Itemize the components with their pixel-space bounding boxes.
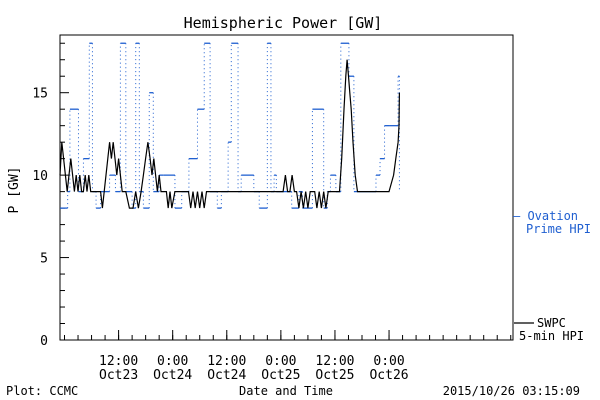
x-tick-label-date: Oct26 <box>369 368 408 383</box>
y-tick-label: 5 <box>40 252 48 267</box>
y-tick-label: 10 <box>32 169 48 184</box>
footer-right: 2015/10/26 03:15:09 <box>443 384 580 398</box>
legend-swpc-line2: 5-min HPI <box>519 329 584 343</box>
y-tick-label: 0 <box>40 334 48 349</box>
x-tick-label-time: 0:00 <box>157 354 188 369</box>
x-axis: 12:00Oct230:00Oct2412:00Oct240:00Oct2512… <box>64 330 512 383</box>
x-tick-label-date: Oct24 <box>207 368 246 383</box>
x-tick-label-time: 12:00 <box>99 354 138 369</box>
y-axis-label: P [GW] <box>7 167 22 214</box>
x-tick-label-time: 0:00 <box>373 354 404 369</box>
swpc-line <box>59 59 400 209</box>
x-tick-label-date: Oct24 <box>153 368 192 383</box>
legend-swpc-line1: SWPC <box>537 316 566 330</box>
x-tick-label-date: Oct25 <box>315 368 354 383</box>
x-tick-label-date: Oct25 <box>261 368 300 383</box>
legend-ovation-line2: Prime HPI <box>526 222 591 236</box>
footer-center: Date and Time <box>239 384 333 398</box>
x-tick-label-time: 12:00 <box>315 354 354 369</box>
x-tick-label-time: 0:00 <box>265 354 296 369</box>
y-tick-label: 15 <box>32 87 48 102</box>
series-layer <box>59 42 400 209</box>
y-axis: 0 5 10 15 <box>32 42 69 349</box>
chart-title: Hemispheric Power [GW] <box>184 14 383 32</box>
legend-ovation-line1: — Ovation <box>513 209 578 223</box>
footer-left: Plot: CCMC <box>6 384 78 398</box>
x-tick-label-date: Oct23 <box>99 368 138 383</box>
plot-frame <box>59 34 514 341</box>
legend: — Ovation Prime HPI SWPC 5-min HPI <box>513 209 591 343</box>
x-tick-label-time: 12:00 <box>207 354 246 369</box>
